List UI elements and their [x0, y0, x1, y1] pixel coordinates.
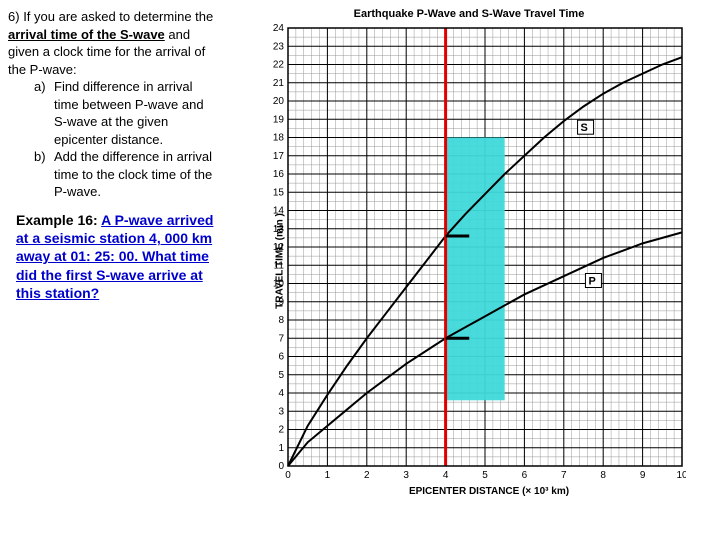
text-a: Find difference in arrival time between …	[54, 78, 218, 148]
q6-prefix: 6)	[8, 9, 20, 24]
svg-text:20: 20	[273, 96, 285, 107]
svg-text:3: 3	[403, 470, 409, 481]
svg-text:24: 24	[273, 24, 285, 34]
example-16: Example 16: A P-wave arrived at a seismi…	[8, 211, 218, 302]
marker-b: b)	[34, 148, 54, 201]
svg-text:19: 19	[273, 114, 285, 125]
svg-text:0: 0	[278, 461, 284, 472]
x-axis-label: EPICENTER DISTANCE (× 10³ km)	[266, 486, 712, 497]
svg-text:7: 7	[278, 333, 284, 344]
svg-text:1: 1	[325, 470, 331, 481]
svg-text:0: 0	[285, 470, 291, 481]
svg-text:10: 10	[676, 470, 686, 481]
svg-text:2: 2	[278, 425, 284, 436]
svg-text:5: 5	[482, 470, 488, 481]
marker-a: a)	[34, 78, 54, 148]
svg-text:S: S	[581, 122, 588, 134]
svg-text:16: 16	[273, 169, 285, 180]
svg-text:6: 6	[278, 352, 284, 363]
svg-text:4: 4	[443, 470, 449, 481]
svg-text:21: 21	[273, 78, 285, 89]
chart-title: Earthquake P-Wave and S-Wave Travel Time	[226, 8, 712, 20]
svg-text:17: 17	[273, 151, 285, 162]
question-6: 6) If you are asked to determine the arr…	[8, 8, 218, 201]
q6-item-a: a) Find difference in arrival time betwe…	[34, 78, 218, 148]
svg-text:23: 23	[273, 41, 285, 52]
svg-text:6: 6	[522, 470, 528, 481]
svg-text:P: P	[588, 276, 595, 288]
svg-text:18: 18	[273, 133, 285, 144]
chart-wrap: TRAVEL TIME (min ) SP0123456789100123456…	[266, 24, 712, 497]
svg-text:1: 1	[278, 443, 284, 454]
svg-text:8: 8	[600, 470, 606, 481]
text-b: Add the difference in arrival time to th…	[54, 148, 218, 201]
svg-text:5: 5	[278, 370, 284, 381]
y-axis-label: TRAVEL TIME (min )	[274, 213, 285, 309]
q6-intro-underline: arrival time of the S-wave	[8, 27, 165, 42]
svg-text:22: 22	[273, 60, 285, 71]
svg-text:3: 3	[278, 406, 284, 417]
example-label: Example 16:	[16, 212, 101, 228]
svg-text:8: 8	[278, 315, 284, 326]
svg-text:15: 15	[273, 187, 285, 198]
svg-text:2: 2	[364, 470, 370, 481]
svg-text:4: 4	[278, 388, 284, 399]
travel-time-chart: SP01234567891001234567891011121314151617…	[266, 24, 686, 484]
q6-intro1: If you are asked to determine the	[23, 9, 213, 24]
svg-text:9: 9	[640, 470, 646, 481]
svg-text:7: 7	[561, 470, 567, 481]
q6-item-b: b) Add the difference in arrival time to…	[34, 148, 218, 201]
